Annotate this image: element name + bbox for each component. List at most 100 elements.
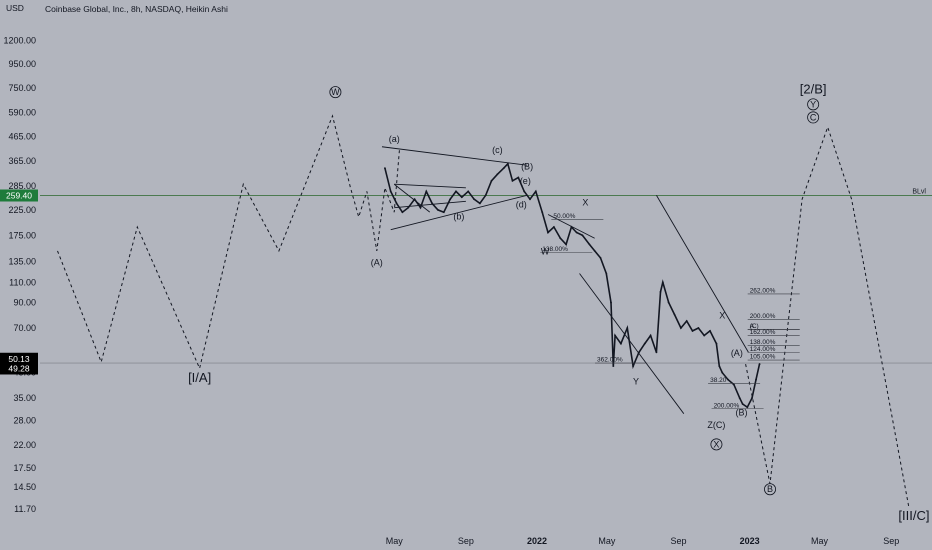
y-tick-label: 14.50 — [13, 482, 36, 492]
x-tick-label: 2022 — [527, 536, 547, 546]
fib-label: 38.20 — [710, 377, 727, 384]
price-point — [685, 320, 688, 322]
price-point — [588, 243, 591, 246]
wave-label: C — [810, 112, 817, 122]
fib-levels: 50.00% 138.00% 362.00% 38.20 200.00% 262.00% 2… — [540, 213, 800, 409]
price-point — [593, 250, 596, 252]
price-point — [667, 301, 670, 304]
y-tick-label: 950.00 — [8, 59, 36, 69]
x-tick-label: May — [598, 536, 616, 546]
wave-label: (A) — [731, 348, 743, 358]
price-point — [605, 272, 608, 275]
price-point — [709, 330, 711, 332]
wave-label: X — [719, 310, 725, 320]
price-point — [614, 334, 616, 337]
wave-label: [2/B] — [800, 82, 827, 97]
wave-label: B — [767, 484, 773, 494]
price-point — [437, 208, 439, 211]
y-tick-label: 135.00 — [8, 257, 36, 267]
projection-path — [745, 125, 910, 507]
trend-line — [390, 194, 528, 231]
price-point — [541, 211, 544, 214]
fib-label: 124.00% — [750, 346, 776, 353]
fib-label: 200.00% — [750, 313, 776, 320]
price-point — [649, 334, 652, 337]
price-point — [431, 202, 434, 205]
price-badge-label: 50.13 — [8, 354, 30, 364]
price-point — [419, 206, 422, 209]
projection-path — [57, 114, 400, 370]
wave-label: (d) — [516, 200, 527, 210]
price-point — [529, 198, 531, 201]
trend-line — [656, 195, 749, 353]
x-tick-label: May — [386, 536, 404, 546]
price-point — [581, 234, 584, 237]
price-point — [467, 190, 470, 193]
price-point — [733, 383, 735, 386]
price-point — [425, 190, 428, 193]
y-tick-label: 35.00 — [13, 393, 36, 403]
price-point — [575, 231, 578, 234]
price-point — [721, 371, 724, 374]
fib-label: 138.00% — [750, 339, 776, 346]
trend-line — [381, 146, 528, 166]
price-point — [758, 363, 761, 365]
price-point — [506, 162, 509, 165]
price-point — [619, 342, 622, 345]
price-point — [547, 231, 549, 234]
y-tick-label: 175.00 — [8, 230, 36, 240]
price-series — [384, 162, 761, 409]
wave-circle — [329, 86, 342, 99]
wave-label: X — [713, 439, 719, 449]
price-point — [552, 226, 555, 228]
y-tick-label: 110.00 — [9, 277, 36, 287]
wave-circle — [764, 483, 777, 496]
wave-label: Y — [633, 377, 639, 387]
x-tick-label: Sep — [458, 536, 474, 546]
price-point — [746, 406, 749, 409]
wave-label: X — [582, 197, 588, 207]
wave-circle — [807, 98, 820, 111]
price-badge — [0, 362, 38, 375]
price-point — [523, 190, 526, 193]
price-badge — [0, 189, 38, 202]
price-point — [599, 256, 602, 259]
fib-label: 362.00% — [597, 357, 623, 364]
price-point — [559, 237, 562, 240]
price-point — [449, 198, 452, 201]
price-point — [473, 198, 475, 201]
price-point — [407, 206, 410, 209]
price-point — [517, 176, 520, 179]
fib-label: 162.00% — [750, 329, 776, 336]
y-tick-label: 1200.00 — [3, 36, 36, 46]
price-badge-label: 259.40 — [6, 190, 32, 200]
price-point — [401, 211, 404, 214]
price-point — [751, 397, 753, 399]
price-point — [612, 365, 615, 368]
wave-label: [III/C] — [898, 508, 929, 523]
price-line — [384, 162, 761, 409]
x-axis[interactable]: MaySep2022MaySep2023MaySep202 — [386, 536, 932, 546]
x-tick-label: Sep — [883, 536, 899, 546]
price-point — [511, 179, 514, 182]
price-point — [661, 281, 664, 284]
y-axis[interactable]: 1200.00 950.00 750.00 590.00 465.00 365.00 285… — [3, 36, 36, 514]
price-point — [673, 313, 676, 316]
trend-line — [579, 273, 685, 414]
price-point — [715, 342, 718, 345]
y-tick-label: 285.00 — [8, 181, 36, 191]
price-point — [442, 211, 445, 214]
price-point — [610, 301, 612, 304]
projection-paths — [57, 114, 910, 507]
y-tick-label: 17.50 — [13, 463, 36, 473]
price-point — [484, 194, 487, 197]
fib-label: 138.00% — [542, 246, 568, 253]
trend-line — [394, 183, 466, 189]
wave-label: W — [331, 87, 340, 97]
chart-title: Coinbase Global, Inc., 8h, NASDAQ, Heiki… — [45, 4, 228, 14]
price-point — [632, 365, 635, 368]
price-point — [679, 327, 682, 329]
price-point — [727, 378, 729, 381]
